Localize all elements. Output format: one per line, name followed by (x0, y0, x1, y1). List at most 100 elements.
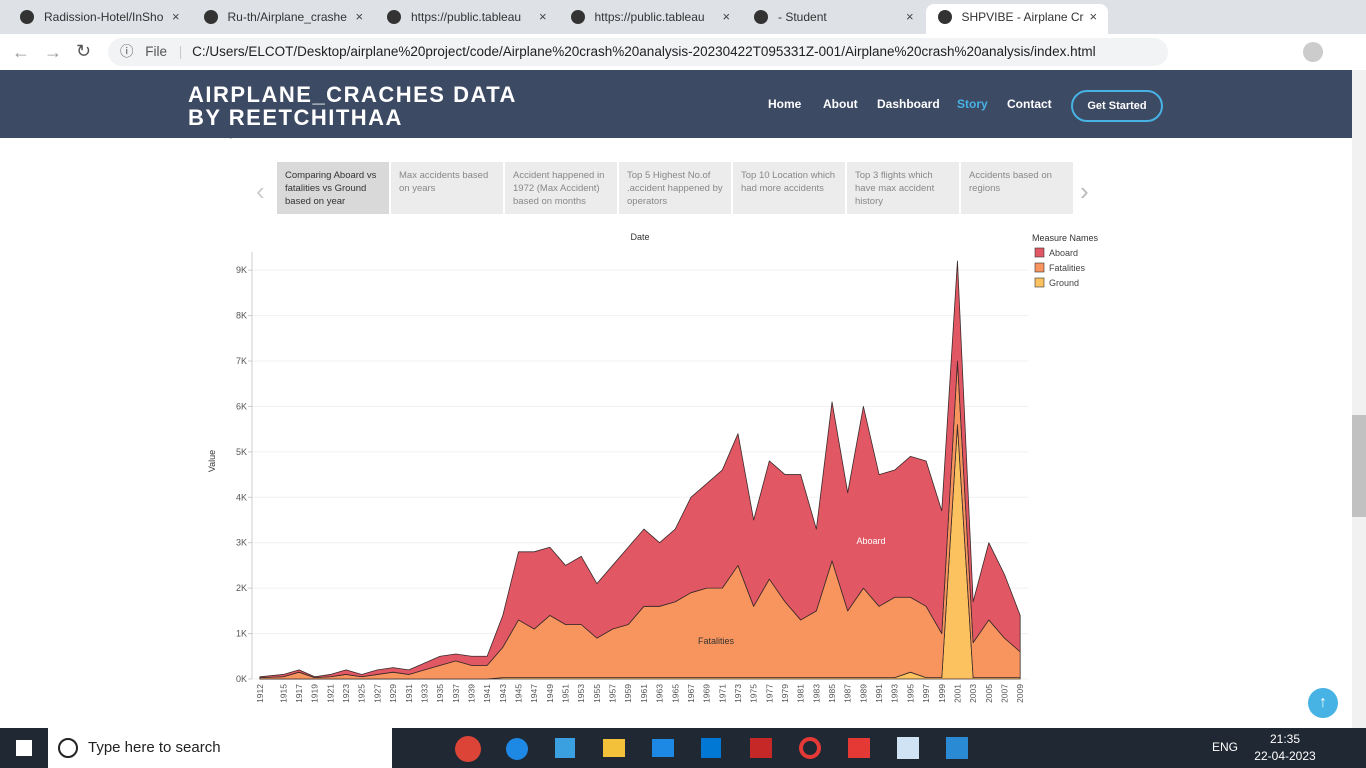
x-tick-label: 1991 (874, 684, 884, 703)
y-axis-title: Value (207, 450, 217, 472)
brand[interactable]: BY REETCHITHAA (188, 105, 403, 130)
legend-label: Ground (1049, 278, 1079, 288)
tab-favicon (937, 10, 952, 24)
tab-close[interactable]: × (355, 9, 364, 24)
url-box[interactable]: ⓘ File | C:/Users/ELCOT/Desktop/airplane… (108, 38, 1168, 66)
y-tick-label: 7K (236, 356, 247, 366)
x-tick-label: 2009 (1015, 684, 1025, 703)
area-label: Aboard (856, 536, 885, 546)
y-tick-label: 4K (236, 492, 247, 502)
x-tick-label: 1963 (655, 684, 665, 703)
area-label: Fatalities (698, 636, 735, 646)
nav-link[interactable]: Story (957, 97, 988, 111)
x-tick-label: 1981 (796, 684, 806, 703)
profile-icon[interactable] (1303, 42, 1323, 62)
vscode-icon[interactable] (946, 737, 968, 759)
browser-tab[interactable]: SHPVIBE - Airplane Cr × (925, 4, 1108, 34)
story-tab[interactable]: Max accidents based on years (391, 162, 503, 214)
story-next[interactable]: › (1080, 176, 1089, 206)
x-tick-label: 1939 (466, 684, 476, 703)
story-tab[interactable]: Comparing Aboard vs fatalities vs Ground… (277, 162, 389, 214)
info-icon: ⓘ (120, 44, 134, 59)
search-placeholder: Type here to search (88, 739, 221, 756)
y-tick-label: 3K (236, 538, 247, 548)
legend-swatch (1034, 247, 1045, 258)
tab-close[interactable]: × (539, 9, 547, 24)
chart: 0K 1K 2K 3K 4K 5K 6K 7K 8K 9K Date Value 1912 1915 191… (207, 232, 1099, 703)
nav-link[interactable]: Contact (1007, 97, 1052, 111)
tab-close[interactable]: × (1089, 9, 1098, 24)
x-tick-label: 1929 (388, 684, 398, 703)
story-prev[interactable]: ‹ (256, 176, 265, 206)
x-tick-label: 1971 (717, 684, 727, 703)
x-tick-label: 1965 (670, 684, 680, 703)
explorer-icon[interactable] (603, 739, 625, 757)
story-tab[interactable]: Accidents based on regions (961, 162, 1073, 214)
scroll-thumb[interactable] (1352, 415, 1366, 517)
search-box[interactable]: Type here to search (48, 728, 392, 768)
x-tick-label: 1989 (858, 684, 868, 703)
story-tab[interactable]: Top 5 Highest No.of .accident happened b… (619, 162, 731, 214)
url-text: C:/Users/ELCOT/Desktop/airplane%20projec… (192, 44, 1096, 59)
get-started-button[interactable]: Get Started (1071, 90, 1163, 122)
x-tick-label: 1935 (435, 684, 445, 703)
story-tab[interactable]: Top 3 flights which have max accident hi… (847, 162, 959, 214)
edge-icon[interactable] (506, 738, 528, 760)
x-tick-label: 1973 (733, 684, 743, 703)
app-icon[interactable] (750, 738, 772, 758)
mail-icon[interactable] (652, 739, 674, 757)
app-icon[interactable] (848, 738, 870, 758)
tab-close[interactable]: × (172, 9, 180, 24)
back-to-top[interactable]: ↑ (1308, 688, 1338, 718)
tab-close[interactable]: × (906, 9, 914, 24)
store-icon[interactable] (555, 738, 575, 758)
x-tick-label: 1953 (576, 684, 586, 703)
story-tab[interactable]: Top 10 Location which had more accidents (733, 162, 845, 214)
story-tab[interactable]: Accident happened in 1972 (Max Accident)… (505, 162, 617, 214)
address-bar: ← → ↻ ⓘ File | C:/Users/ELCOT/Desktop/ai… (0, 34, 1366, 71)
x-tick-label: 1931 (404, 684, 414, 703)
x-tick-label: 1947 (529, 684, 539, 703)
browser-tab[interactable]: - Student × (742, 4, 924, 34)
x-tick-label: 2001 (952, 684, 962, 703)
x-tick-label: 1993 (890, 684, 900, 703)
language[interactable]: ENG (1212, 740, 1239, 754)
browser-tab[interactable]: Radission-Hotel/InSho × (8, 4, 190, 34)
x-tick-label: 1951 (561, 684, 571, 703)
clock-date[interactable]: 22-04-2023 (1254, 749, 1316, 763)
start-button[interactable] (16, 740, 32, 756)
back-button[interactable]: ← (12, 42, 30, 62)
x-tick-label: 1917 (294, 684, 304, 703)
app-icon[interactable] (897, 737, 919, 759)
brand[interactable]: AIRPLANE_CRACHES DATA (188, 82, 517, 107)
x-tick-label: 1975 (749, 684, 759, 703)
tab-close[interactable]: × (722, 9, 731, 24)
x-tick-label: 1999 (937, 684, 947, 703)
y-tick-label: 2K (236, 583, 247, 593)
forward-button[interactable]: → (44, 42, 62, 62)
separator: | (178, 44, 183, 59)
x-tick-label: 1957 (608, 684, 618, 703)
tab-favicon (20, 10, 34, 24)
x-tick-label: 1919 (310, 684, 320, 703)
clock-time[interactable]: 21:35 (1269, 732, 1301, 746)
browser-tab[interactable]: https://public.tableau × (375, 4, 557, 34)
opera-icon[interactable] (799, 737, 821, 759)
x-tick-label: 1985 (827, 684, 837, 703)
x-tick-label: 1921 (325, 684, 335, 703)
app-icon[interactable] (701, 738, 721, 758)
x-tick-label: 1912 (255, 684, 265, 703)
chrome-icon[interactable] (455, 736, 481, 762)
scrollbar[interactable] (1352, 70, 1366, 728)
nav-link[interactable]: Dashboard (877, 97, 940, 111)
y-tick-label: 0K (236, 674, 247, 684)
reload-button[interactable]: ↻ (76, 41, 92, 61)
nav-link[interactable]: Home (768, 97, 802, 111)
x-tick-label: 1997 (921, 684, 931, 703)
nav-link[interactable]: About (823, 97, 858, 111)
y-tick-label: 8K (236, 311, 247, 321)
browser-tab[interactable]: Ru-th/Airplane_crashe × (192, 4, 374, 34)
x-tick-label: 1977 (764, 684, 774, 703)
browser-tab[interactable]: https://public.tableau × (559, 4, 741, 34)
